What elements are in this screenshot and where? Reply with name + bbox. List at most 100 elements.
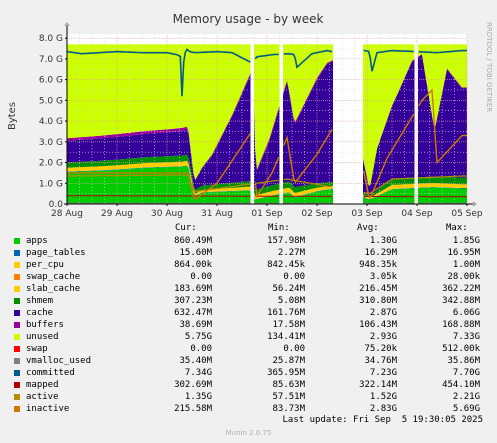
legend-avg: 16.29M xyxy=(364,248,397,258)
legend-name: apps xyxy=(26,236,48,246)
legend-max: 2.21G xyxy=(452,392,480,402)
legend-max: 16.95M xyxy=(447,248,480,258)
legend-max: 28.00k xyxy=(447,272,480,282)
legend-avg: 1.52G xyxy=(369,392,397,402)
legend-name: swap xyxy=(26,344,48,354)
col-header-max: Max: xyxy=(446,223,468,233)
legend-min: 57.51M xyxy=(272,392,305,402)
legend: apps 860.49M 157.98M 1.30G 1.85G page_tables 1… xyxy=(12,222,490,415)
legend-max: 7.70G xyxy=(452,368,480,378)
legend-name: buffers xyxy=(26,320,64,330)
x-tick-label: 28 Aug xyxy=(51,209,83,219)
legend-row-mapped: mapped 302.69M 85.63M 322.14M 454.10M xyxy=(12,379,490,391)
legend-max: 362.22M xyxy=(442,284,480,294)
legend-swatch xyxy=(14,334,20,340)
legend-max: 1.00M xyxy=(452,260,480,270)
legend-row-shmem: shmem 307.23M 5.08M 310.80M 342.88M xyxy=(12,295,490,307)
legend-min: 85.63M xyxy=(272,380,305,390)
x-tick-label: 05 Sep xyxy=(451,209,483,219)
memory-chart: Memory usage - by week Bytes RRDTOOL / T… xyxy=(7,12,493,219)
y-tick-label: 6.0 G xyxy=(39,76,63,86)
y-tick-label: 0.0 xyxy=(49,200,64,210)
legend-min: 5.08M xyxy=(277,296,305,306)
y-tick-label: 2.0 G xyxy=(39,159,63,169)
legend-min: 365.95M xyxy=(267,368,305,378)
line-series xyxy=(66,48,467,205)
legend-name: slab_cache xyxy=(26,284,81,294)
legend-avg: 310.80M xyxy=(359,296,397,306)
legend-max: 1.85G xyxy=(452,236,480,246)
legend-row-vmalloc_used: vmalloc_used 35.40M 25.87M 34.76M 35.86M xyxy=(12,355,490,367)
legend-cur: 5.75G xyxy=(184,332,212,342)
legend-cur: 0.00 xyxy=(190,272,212,282)
legend-row-cache: cache 632.47M 161.76M 2.87G 6.06G xyxy=(12,307,490,319)
legend-swatch xyxy=(14,406,20,412)
legend-avg: 2.93G xyxy=(369,332,397,342)
legend-cur: 183.69M xyxy=(174,284,212,294)
col-header-min: Min: xyxy=(268,223,290,233)
y-tick-label: 3.0 G xyxy=(39,138,63,148)
legend-avg: 216.45M xyxy=(359,284,397,294)
legend-max: 512.00k xyxy=(442,344,480,354)
legend-swatch xyxy=(14,310,20,316)
data-gap xyxy=(279,34,283,204)
col-header-avg: Avg: xyxy=(357,223,379,233)
legend-row-swap_cache: swap_cache 0.00 0.00 3.05k 28.00k xyxy=(12,271,490,283)
legend-min: 134.41M xyxy=(267,332,305,342)
legend-min: 161.76M xyxy=(267,308,305,318)
chart-title: Memory usage - by week xyxy=(173,12,324,26)
legend-row-inactive: inactive 215.58M 83.73M 2.83G 5.69G xyxy=(12,403,490,415)
axes: 0.0 1.0 G 2.0 G 3.0 G 4.0 G 5.0 G 6.0 G 7.0 G 8.… xyxy=(39,22,483,219)
legend-cur: 35.40M xyxy=(179,356,212,366)
legend-avg: 1.30G xyxy=(369,236,397,246)
line-inactive xyxy=(67,88,467,201)
legend-name: vmalloc_used xyxy=(26,356,92,366)
legend-avg: 106.43M xyxy=(359,320,397,330)
legend-name: mapped xyxy=(26,380,59,390)
legend-min: 2.27M xyxy=(277,248,305,258)
y-tick-label: 8.0 G xyxy=(39,34,63,44)
legend-cur: 864.00k xyxy=(174,260,212,270)
legend-row-committed: committed 7.34G 365.95M 7.23G 7.70G xyxy=(12,367,490,379)
legend-swatch xyxy=(14,286,20,292)
legend-cur: 215.58M xyxy=(174,404,212,414)
legend-swatch xyxy=(14,262,20,268)
legend-max: 5.69G xyxy=(452,404,480,414)
legend-min: 157.98M xyxy=(267,236,305,246)
data-gap xyxy=(414,34,418,204)
legend-min: 83.73M xyxy=(272,404,305,414)
x-tick-label: 02 Sep xyxy=(301,209,333,219)
x-axis-arrow xyxy=(473,201,477,207)
legend-swatch xyxy=(14,238,20,244)
legend-name: active xyxy=(26,392,59,402)
legend-min: 842.45k xyxy=(267,260,305,270)
legend-swatch xyxy=(14,358,20,364)
col-header-cur: Cur: xyxy=(175,223,197,233)
legend-avg: 2.87G xyxy=(369,308,397,318)
legend-cur: 7.34G xyxy=(184,368,212,378)
legend-name: committed xyxy=(26,368,75,378)
legend-cur: 302.69M xyxy=(174,380,212,390)
legend-min: 0.00 xyxy=(283,344,305,354)
legend-row-unused: unused 5.75G 134.41M 2.93G 7.33G xyxy=(12,331,490,343)
legend-max: 168.88M xyxy=(442,320,480,330)
legend-row-active: active 1.35G 57.51M 1.52G 2.21G xyxy=(12,391,490,403)
legend-swatch xyxy=(14,382,20,388)
legend-swatch xyxy=(14,370,20,376)
x-tick-label: 03 Sep xyxy=(351,209,383,219)
legend-cur: 860.49M xyxy=(174,236,212,246)
legend-swatch xyxy=(14,394,20,400)
legend-max: 454.10M xyxy=(442,380,480,390)
legend-avg: 3.05k xyxy=(369,272,397,282)
legend-avg: 34.76M xyxy=(364,356,397,366)
legend-row-per_cpu: per_cpu 864.00k 842.45k 948.35k 1.00M xyxy=(12,259,490,271)
legend-name: per_cpu xyxy=(26,260,64,270)
legend-cur: 15.60M xyxy=(179,248,212,258)
legend-max: 342.88M xyxy=(442,296,480,306)
legend-avg: 75.20k xyxy=(364,344,397,354)
legend-min: 0.00 xyxy=(283,272,305,282)
legend-avg: 948.35k xyxy=(359,260,397,270)
legend-avg: 2.83G xyxy=(369,404,397,414)
data-gap xyxy=(333,34,363,204)
legend-row-apps: apps 860.49M 157.98M 1.30G 1.85G xyxy=(12,235,490,247)
